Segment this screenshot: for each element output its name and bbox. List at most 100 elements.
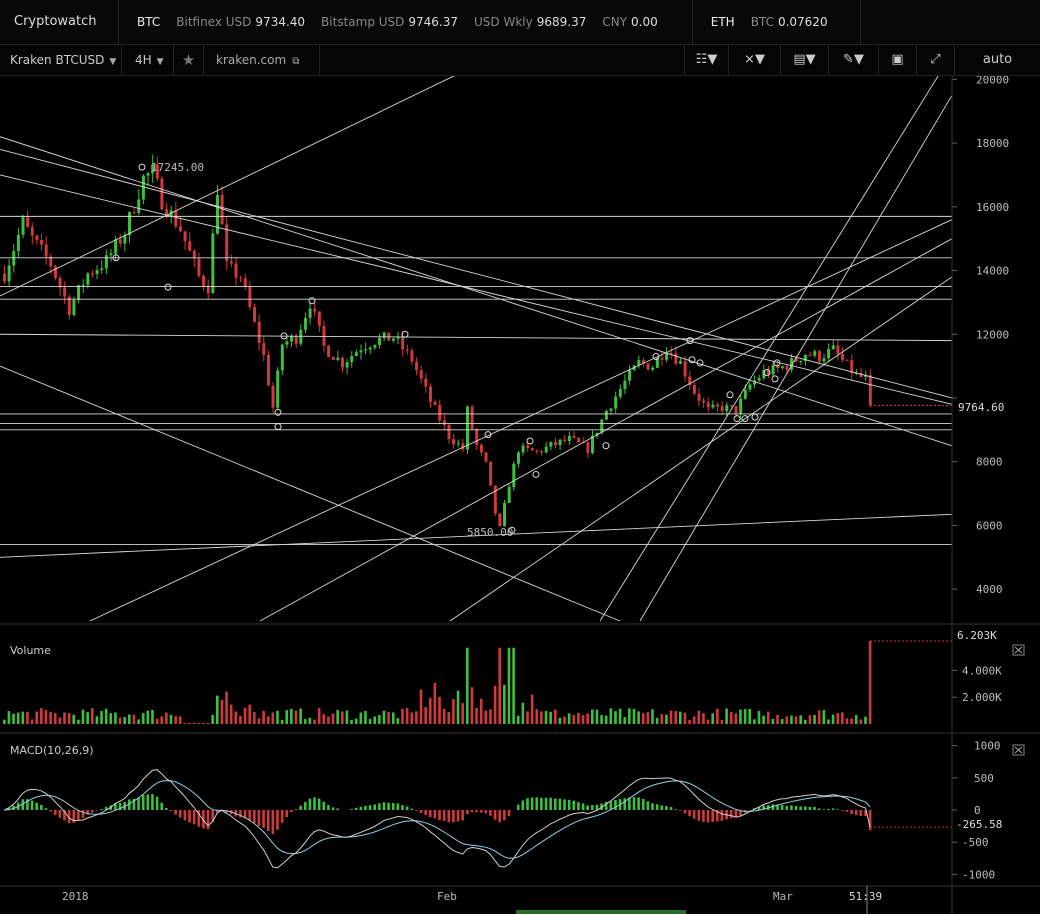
macd-histogram-bar	[262, 810, 265, 828]
candle-body	[540, 451, 544, 453]
candle	[739, 394, 743, 420]
candle-body	[526, 445, 530, 448]
anchor-point	[771, 375, 779, 383]
volume-bar	[303, 719, 307, 724]
macd-histogram-bar	[813, 806, 816, 810]
macd-histogram-bar	[197, 810, 201, 827]
candle	[438, 399, 442, 425]
ticker-usd-wkly[interactable]: USD Wkly 9689.37	[474, 15, 587, 29]
star-icon[interactable]: ★	[174, 45, 204, 75]
ticker-bitfinex-usd[interactable]: Bitfinex USD 9734.40	[176, 15, 306, 29]
chart-area[interactable]: 17245.00 5850.00 Volume MACD(10,26,9) 20…	[0, 76, 1040, 914]
interval-selector[interactable]: 4H ▼	[122, 45, 174, 75]
candle	[535, 449, 539, 455]
market-selector[interactable]: Kraken BTCUSD ▼	[0, 45, 122, 75]
app-title[interactable]: Cryptowatch	[0, 0, 119, 44]
studies-icon[interactable]: ▤▼	[780, 45, 828, 75]
volume-bar	[169, 714, 173, 724]
candle	[26, 210, 30, 228]
candle-body	[21, 217, 25, 235]
volume-bar	[665, 714, 668, 724]
volume-bar	[466, 647, 469, 724]
candle	[697, 388, 701, 407]
draw-pencil-icon[interactable]: ✎▼	[828, 45, 878, 75]
macd-histogram-bar	[72, 810, 76, 823]
close-macd-icon[interactable]	[1012, 744, 1025, 756]
macd-histogram-bar	[484, 810, 488, 814]
volume-bar	[206, 722, 210, 724]
volume-bar	[540, 711, 543, 724]
close-volume-icon[interactable]	[1012, 644, 1025, 656]
macd-histogram-bar	[354, 807, 358, 810]
macd-histogram-bar	[665, 806, 668, 810]
macd-histogram-bar	[563, 799, 566, 810]
ticker-bitstamp-usd[interactable]: Bitstamp USD 9746.37	[321, 15, 459, 29]
eth-symbol[interactable]: ETH	[710, 15, 735, 29]
fullscreen-icon[interactable]: ⤢	[916, 45, 954, 75]
candle-body	[854, 373, 858, 375]
candle-body	[234, 263, 238, 278]
macd-histogram-bar	[641, 798, 645, 810]
trend-line	[599, 76, 939, 622]
candle-body	[331, 356, 335, 360]
price-pane[interactable]	[0, 76, 953, 622]
candle-body	[257, 321, 261, 344]
candle-body	[734, 406, 738, 414]
indicators-icon[interactable]: ⨯▼	[728, 45, 780, 75]
volume-bar	[382, 710, 386, 724]
volume-bar	[290, 709, 293, 724]
candle-body	[26, 217, 30, 228]
macd-histogram-bar	[128, 799, 131, 810]
y-tick-label: -1000	[962, 868, 995, 881]
candle	[845, 359, 849, 361]
macd-histogram-bar	[669, 807, 673, 810]
exchange-link[interactable]: kraken.com ⧉	[204, 45, 320, 75]
volume-bar	[734, 713, 738, 724]
trend-line	[89, 219, 953, 622]
candle	[618, 384, 622, 400]
macd-histogram-bar	[165, 807, 168, 810]
macd-title: MACD(10,26,9)	[10, 744, 94, 757]
macd-histogram-bar	[410, 808, 414, 810]
macd-histogram-bar	[503, 810, 506, 821]
scale-mode[interactable]: auto	[954, 45, 1040, 75]
volume-bar	[470, 687, 474, 724]
candle-body	[3, 273, 6, 282]
macd-histogram-bar	[609, 801, 613, 810]
macd-histogram-bar	[776, 804, 779, 810]
macd-histogram-bar	[734, 810, 738, 818]
y-tick-label: 18000	[976, 137, 1009, 150]
macd-histogram-bar	[864, 810, 867, 817]
btc-symbol[interactable]: BTC	[137, 15, 161, 29]
volume-bar	[669, 710, 673, 724]
macd-histogram-bar	[614, 799, 617, 810]
macd-histogram-bar	[77, 810, 80, 820]
ticker-cny[interactable]: CNY 0.00	[602, 15, 658, 29]
macd-histogram-bar	[822, 809, 826, 810]
candle-body	[262, 343, 266, 355]
macd-histogram-bar	[567, 799, 571, 810]
candle	[748, 381, 752, 393]
candle-body	[364, 349, 368, 351]
candle	[771, 361, 775, 377]
candle	[229, 254, 233, 268]
chart-type-icon[interactable]: ☷▼	[684, 45, 728, 75]
macd-pane[interactable]	[4, 769, 952, 869]
volume-bar	[387, 711, 390, 724]
volume-bar	[49, 711, 52, 724]
volume-bar	[558, 717, 562, 724]
candle	[401, 331, 405, 357]
candle-body	[716, 404, 720, 407]
macd-histogram-bar	[174, 810, 177, 815]
volume-bar	[567, 713, 571, 724]
ticker-eth-btc[interactable]: BTC 0.07620	[750, 15, 828, 29]
candle-body	[766, 370, 770, 375]
candle	[512, 460, 516, 491]
candle	[63, 281, 67, 305]
volume-bar	[762, 715, 765, 724]
screenshot-icon[interactable]: ▣	[878, 45, 916, 75]
anchor-point	[401, 330, 409, 338]
volume-bar	[456, 690, 460, 724]
macd-histogram-bar	[706, 810, 710, 823]
volume-pane[interactable]	[3, 640, 952, 724]
